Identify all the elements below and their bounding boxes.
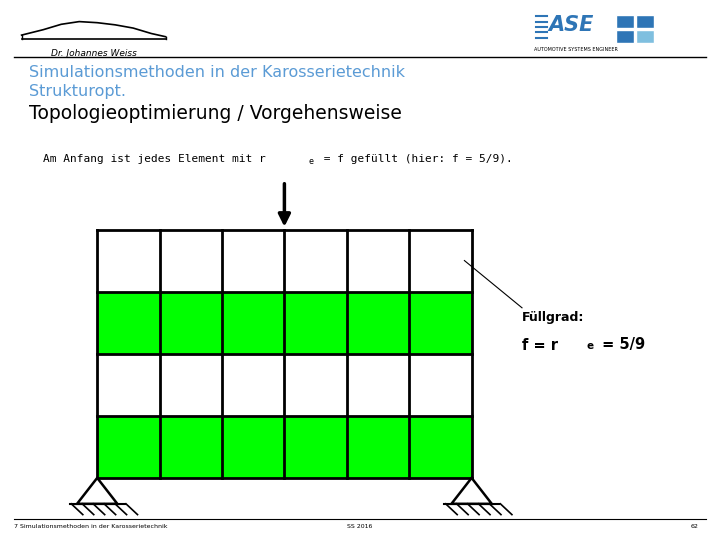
Bar: [97, 230, 472, 292]
Text: e: e: [308, 157, 313, 166]
Text: = 5/9: = 5/9: [597, 338, 645, 353]
Text: = f gefüllt (hier: f = 5/9).: = f gefüllt (hier: f = 5/9).: [317, 154, 513, 164]
Text: f = r: f = r: [522, 338, 558, 353]
Text: e: e: [587, 341, 594, 352]
Polygon shape: [77, 478, 117, 504]
Text: 7 Simulationsmethoden in der Karosserietechnik: 7 Simulationsmethoden in der Karosseriet…: [14, 524, 168, 529]
Text: Dr. Johannes Weiss: Dr. Johannes Weiss: [50, 49, 137, 58]
Bar: [636, 15, 654, 28]
Bar: [97, 354, 472, 416]
Bar: [97, 416, 472, 478]
Bar: [636, 30, 654, 43]
Bar: [616, 15, 634, 28]
Text: Simulationsmethoden in der Karosserietechnik: Simulationsmethoden in der Karosserietec…: [29, 65, 405, 80]
Text: SS 2016: SS 2016: [347, 524, 373, 529]
Bar: [636, 30, 654, 43]
Bar: [97, 292, 472, 354]
Polygon shape: [451, 478, 492, 504]
Text: AUTOMOTIVE SYSTEMS ENGINEER: AUTOMOTIVE SYSTEMS ENGINEER: [534, 47, 618, 52]
Text: Topologieoptimierung / Vorgehensweise: Topologieoptimierung / Vorgehensweise: [29, 104, 402, 123]
Text: Füllgrad:: Füllgrad:: [522, 310, 585, 323]
Text: ASE: ASE: [549, 15, 594, 36]
Text: Am Anfang ist jedes Element mit r: Am Anfang ist jedes Element mit r: [43, 154, 266, 164]
Bar: [616, 30, 634, 43]
Text: Strukturopt.: Strukturopt.: [29, 84, 126, 99]
Text: 62: 62: [690, 524, 698, 529]
